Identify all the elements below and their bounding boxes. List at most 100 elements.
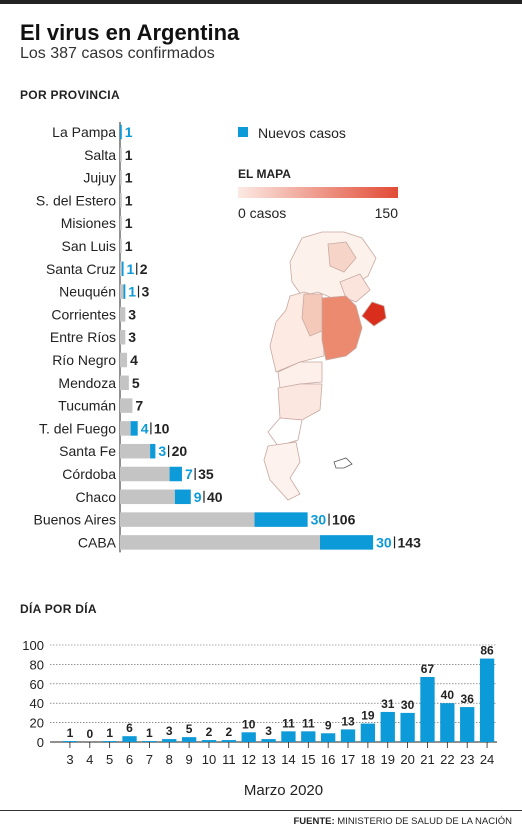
province-new-label: 30 (376, 534, 392, 550)
argentina-map (263, 231, 387, 501)
daily-value-label: 2 (206, 725, 213, 739)
province-label: Río Negro (52, 352, 116, 368)
daily-value-label: 19 (361, 709, 375, 723)
province-label: Chaco (76, 489, 117, 505)
daily-value-label: 2 (225, 725, 232, 739)
province-label: Misiones (61, 215, 116, 231)
daily-value-label: 36 (461, 692, 475, 706)
province-bar-prior (120, 352, 128, 368)
daily-value-label: 31 (381, 697, 395, 711)
daily-value-label: 3 (265, 724, 272, 738)
province-bar-prior (120, 512, 255, 527)
province-total-label: 3 (128, 306, 136, 322)
province-new-label: 1 (125, 124, 133, 140)
province-total-label: 20 (172, 443, 188, 459)
legend-swatch (238, 127, 248, 137)
daily-bar (261, 739, 276, 742)
province-label: T. del Fuego (39, 420, 116, 436)
map-legend-title: EL MAPA (238, 167, 291, 181)
daily-bar (102, 741, 117, 742)
daily-value-label: 86 (480, 644, 494, 658)
daily-bar (460, 707, 475, 742)
daily-bar (221, 740, 236, 742)
daily-value-label: 6 (126, 721, 133, 735)
map-region-buenos-aires (321, 295, 363, 361)
province-new-label: 1 (127, 261, 135, 277)
daily-xtick-label: 17 (341, 752, 355, 767)
province-bar-prior (120, 238, 122, 254)
province-bar-prior (120, 307, 126, 322)
daily-xtick-label: 4 (86, 752, 93, 767)
daily-bar (380, 711, 395, 742)
daily-xtick-label: 24 (480, 752, 494, 767)
map-legend-max: 150 (375, 205, 399, 221)
legend: Nuevos casos EL MAPA 0 casos 150 (238, 125, 398, 221)
province-bar-new (123, 284, 126, 299)
province-label: La Pampa (52, 124, 116, 140)
daily-xtick-label: 9 (185, 752, 192, 767)
daily-xtick-label: 7 (146, 752, 153, 767)
daily-ytick-label: 80 (30, 657, 44, 672)
daily-value-label: 67 (421, 662, 435, 676)
daily-ytick-label: 40 (30, 696, 44, 711)
map-region-cordoba (301, 293, 325, 337)
daily-xtick-label: 13 (261, 752, 275, 767)
daily-ytick-label: 60 (30, 677, 44, 692)
daily-xtick-label: 15 (301, 752, 315, 767)
daily-xtick-label: 20 (400, 752, 414, 767)
daily-value-label: 10 (242, 717, 256, 731)
province-total-label: 7 (135, 398, 143, 414)
province-total-label: 10 (154, 420, 170, 436)
map-region-islands (333, 457, 353, 469)
daily-xtick-label: 21 (420, 752, 434, 767)
daily-bar (479, 658, 495, 742)
province-total-label: 1 (125, 238, 133, 254)
province-bar-prior (120, 329, 126, 345)
province-label: Salta (84, 147, 116, 163)
daily-bar (62, 741, 78, 742)
province-label: Entre Ríos (50, 329, 116, 345)
map-region-santa-cruz (263, 441, 301, 501)
daily-value-label: 1 (67, 726, 74, 740)
province-new-label: 1 (128, 284, 136, 300)
daily-bar (340, 729, 356, 742)
daily-xtick-label: 19 (381, 752, 395, 767)
daily-value-label: 11 (302, 716, 315, 730)
daily-value-label: 1 (106, 726, 113, 740)
province-bar-prior (120, 261, 122, 277)
daily-xtick-label: 16 (321, 752, 335, 767)
daily-bar (142, 741, 157, 742)
daily-bar (440, 703, 455, 742)
province-new-label: 7 (185, 466, 193, 482)
province-new-label: 30 (311, 512, 327, 528)
daily-xtick-label: 5 (106, 752, 113, 767)
page-subtitle: Los 387 casos confirmados (20, 45, 215, 62)
province-label: CABA (78, 534, 117, 550)
province-total-label: 40 (207, 489, 223, 505)
province-bar-prior (120, 535, 321, 550)
province-total-label: 143 (398, 534, 422, 550)
province-new-label: 4 (141, 420, 149, 436)
province-total-label: 1 (125, 147, 133, 163)
daily-xlabel: Marzo 2020 (244, 782, 323, 799)
province-bar-prior (120, 193, 122, 208)
province-bar-prior (120, 284, 124, 299)
province-label: Buenos Aires (34, 512, 117, 528)
province-bar-new (169, 466, 182, 482)
daily-bar (201, 740, 217, 742)
daily-value-label: 13 (341, 714, 355, 728)
daily-xtick-label: 12 (241, 752, 255, 767)
province-label: Tucumán (58, 398, 116, 414)
top-rule (0, 0, 522, 4)
legend-label: Nuevos casos (258, 125, 346, 141)
daily-bar (241, 732, 256, 742)
footer-rule (0, 810, 522, 811)
map-legend-min: 0 casos (238, 205, 286, 221)
map-region-chaco (327, 241, 357, 273)
province-total-label: 3 (128, 329, 136, 345)
daily-bar (281, 731, 296, 742)
source-text: MINISTERIO DE SALUD DE LA NACIÓN (337, 816, 512, 827)
daily-xtick-label: 14 (281, 752, 295, 767)
daily-xtick-label: 8 (166, 752, 173, 767)
daily-value-label: 3 (166, 724, 173, 738)
